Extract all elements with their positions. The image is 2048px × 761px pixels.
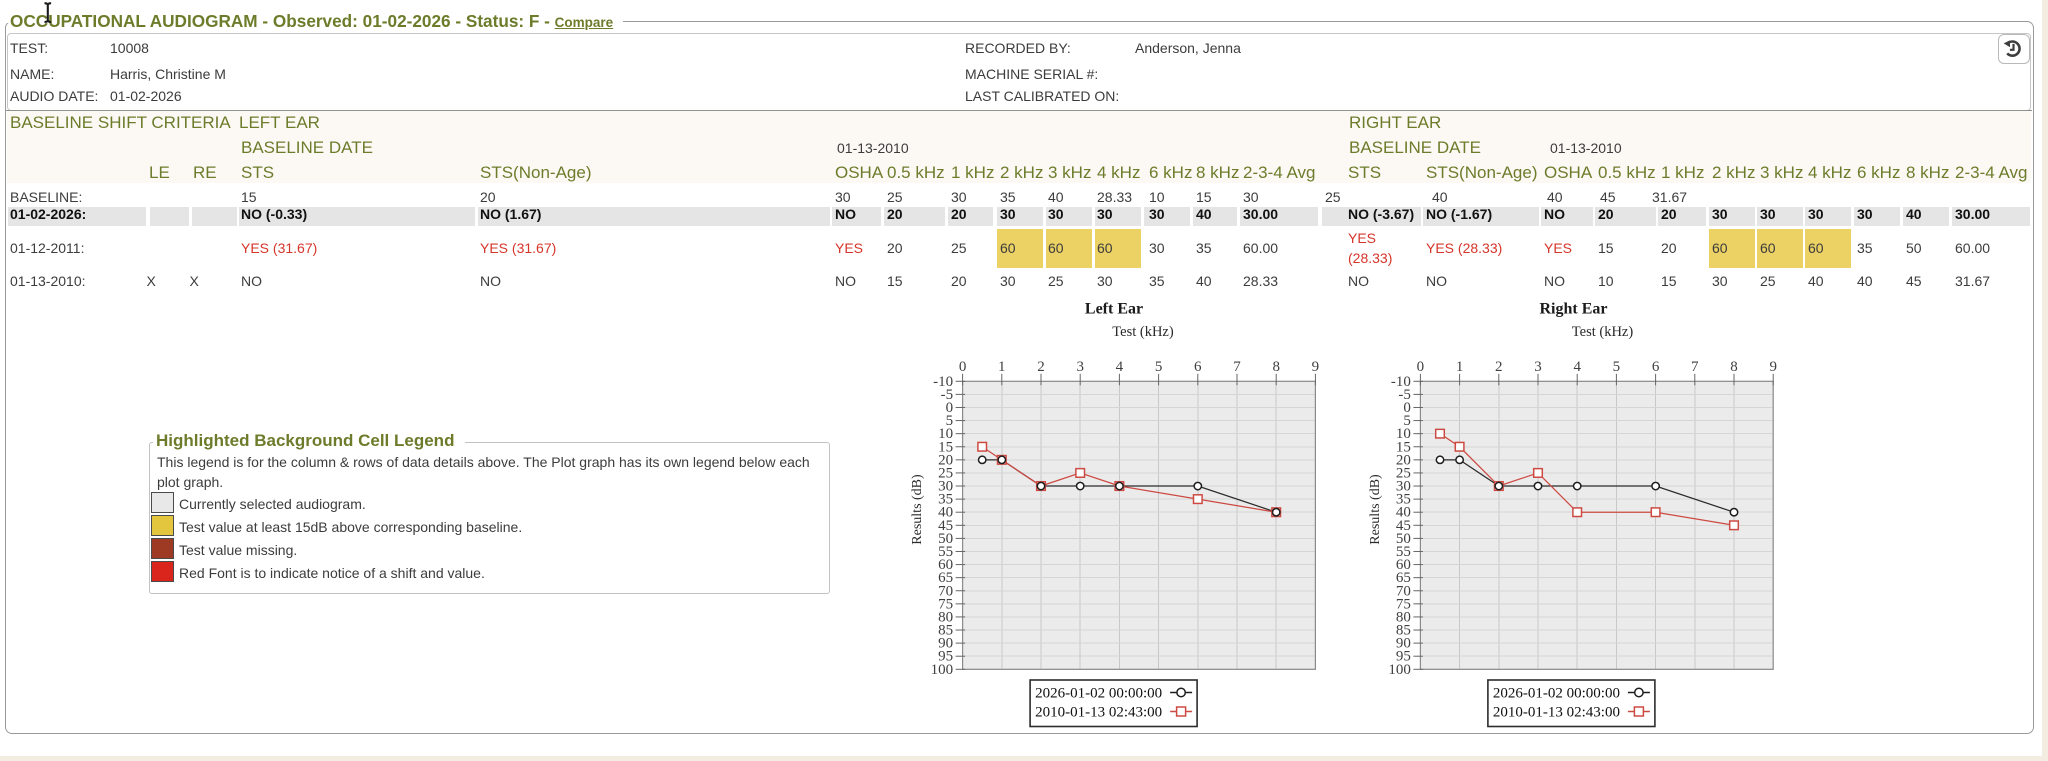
svg-text:9: 9 bbox=[1769, 359, 1777, 375]
svg-text:80: 80 bbox=[938, 609, 953, 625]
svg-text:-5: -5 bbox=[1398, 387, 1411, 403]
svg-text:50: 50 bbox=[938, 531, 953, 547]
svg-text:50: 50 bbox=[1396, 531, 1411, 547]
svg-text:0: 0 bbox=[1403, 400, 1411, 416]
svg-text:15: 15 bbox=[938, 439, 953, 455]
svg-text:40: 40 bbox=[1396, 505, 1411, 521]
svg-text:6: 6 bbox=[1194, 359, 1202, 375]
svg-text:10: 10 bbox=[938, 426, 953, 442]
svg-text:Test (kHz): Test (kHz) bbox=[1112, 324, 1174, 340]
svg-text:85: 85 bbox=[938, 623, 953, 639]
svg-text:80: 80 bbox=[1396, 609, 1411, 625]
svg-text:5: 5 bbox=[946, 413, 954, 429]
svg-text:2026-01-02 00:00:00: 2026-01-02 00:00:00 bbox=[1493, 686, 1620, 702]
svg-text:1: 1 bbox=[998, 359, 1006, 375]
svg-text:4: 4 bbox=[1116, 359, 1124, 375]
svg-text:7: 7 bbox=[1233, 359, 1241, 375]
svg-text:0: 0 bbox=[959, 359, 967, 375]
svg-text:90: 90 bbox=[938, 636, 953, 652]
svg-text:5: 5 bbox=[1155, 359, 1163, 375]
svg-text:-10: -10 bbox=[1391, 374, 1411, 390]
svg-text:70: 70 bbox=[938, 583, 953, 599]
svg-text:2: 2 bbox=[1495, 359, 1503, 375]
svg-text:Results (dB): Results (dB) bbox=[910, 474, 925, 545]
svg-text:55: 55 bbox=[938, 544, 953, 560]
svg-text:0: 0 bbox=[1417, 359, 1425, 375]
svg-text:65: 65 bbox=[1396, 570, 1411, 586]
svg-text:75: 75 bbox=[938, 596, 953, 612]
svg-text:55: 55 bbox=[1396, 544, 1411, 560]
svg-text:-5: -5 bbox=[941, 387, 954, 403]
svg-text:75: 75 bbox=[1396, 596, 1411, 612]
svg-text:15: 15 bbox=[1396, 439, 1411, 455]
svg-text:90: 90 bbox=[1396, 636, 1411, 652]
svg-text:2026-01-02 00:00:00: 2026-01-02 00:00:00 bbox=[1035, 686, 1162, 702]
svg-text:Results (dB): Results (dB) bbox=[1368, 474, 1383, 545]
svg-text:95: 95 bbox=[938, 649, 953, 665]
svg-text:0: 0 bbox=[946, 400, 954, 416]
svg-text:60: 60 bbox=[938, 557, 953, 573]
svg-text:25: 25 bbox=[1396, 465, 1411, 481]
svg-text:7: 7 bbox=[1691, 359, 1699, 375]
svg-text:Right Ear: Right Ear bbox=[1540, 301, 1608, 318]
svg-text:4: 4 bbox=[1573, 359, 1581, 375]
svg-text:60: 60 bbox=[1396, 557, 1411, 573]
svg-text:2010-01-13 02:43:00: 2010-01-13 02:43:00 bbox=[1035, 705, 1162, 721]
svg-text:25: 25 bbox=[938, 465, 953, 481]
svg-text:30: 30 bbox=[938, 479, 953, 495]
svg-text:20: 20 bbox=[938, 452, 953, 468]
svg-text:95: 95 bbox=[1396, 649, 1411, 665]
svg-text:100: 100 bbox=[1388, 662, 1411, 678]
svg-text:3: 3 bbox=[1534, 359, 1542, 375]
svg-text:10: 10 bbox=[1396, 426, 1411, 442]
svg-text:30: 30 bbox=[1396, 479, 1411, 495]
svg-text:65: 65 bbox=[938, 570, 953, 586]
svg-text:5: 5 bbox=[1613, 359, 1621, 375]
svg-text:Test (kHz): Test (kHz) bbox=[1572, 324, 1634, 340]
svg-text:3: 3 bbox=[1076, 359, 1084, 375]
svg-text:2010-01-13 02:43:00: 2010-01-13 02:43:00 bbox=[1493, 705, 1620, 721]
svg-text:8: 8 bbox=[1730, 359, 1738, 375]
svg-text:Left Ear: Left Ear bbox=[1085, 301, 1143, 318]
svg-text:5: 5 bbox=[1403, 413, 1411, 429]
svg-text:70: 70 bbox=[1396, 583, 1411, 599]
svg-text:8: 8 bbox=[1272, 359, 1280, 375]
svg-text:35: 35 bbox=[938, 492, 953, 508]
svg-text:6: 6 bbox=[1652, 359, 1660, 375]
svg-text:45: 45 bbox=[1396, 518, 1411, 534]
svg-text:40: 40 bbox=[938, 505, 953, 521]
svg-text:9: 9 bbox=[1312, 359, 1320, 375]
svg-text:45: 45 bbox=[938, 518, 953, 534]
svg-text:35: 35 bbox=[1396, 492, 1411, 508]
svg-text:100: 100 bbox=[931, 662, 954, 678]
svg-text:1: 1 bbox=[1456, 359, 1464, 375]
svg-text:20: 20 bbox=[1396, 452, 1411, 468]
svg-text:2: 2 bbox=[1037, 359, 1045, 375]
svg-text:-10: -10 bbox=[933, 374, 953, 390]
svg-text:85: 85 bbox=[1396, 623, 1411, 639]
